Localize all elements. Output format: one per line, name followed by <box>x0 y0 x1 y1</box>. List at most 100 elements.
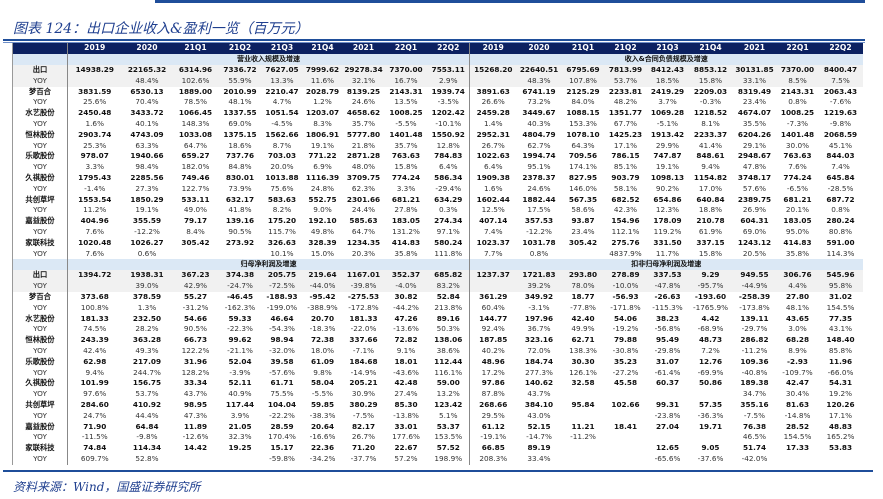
value-cell: 1116.39 <box>305 172 340 182</box>
value-cell: 97.86 <box>481 378 505 388</box>
value-cell: 57.35 <box>698 399 723 409</box>
value-cell: 355.16 <box>740 399 769 409</box>
value-cell: 2419.29 <box>650 86 685 96</box>
value-cell: 848.61 <box>696 151 725 161</box>
value-cell: 138.3% <box>569 345 597 355</box>
value-cell: 274.34 <box>427 216 470 227</box>
value-cell: -7.5% <box>352 410 375 420</box>
value-cell: 20.70 <box>310 313 335 323</box>
value-cell: 48.4% <box>121 75 173 87</box>
table-row: YOY -1.4% 27.3% 122.7% 73.9% 75.6% 24.8% 62.3% 3… <box>12 183 863 195</box>
value-cell: 378.59 <box>132 291 162 301</box>
value-cell: -19.2% <box>612 324 639 334</box>
table-row: 共创草坪 1553.54 1850.29 533.11 632.17 583.63 552.… <box>12 194 863 206</box>
value-cell: 1203.07 <box>305 108 340 118</box>
value-cell: 78.5% <box>183 97 208 107</box>
value-cell: 80.8% <box>828 226 853 236</box>
value-cell: 784.83 <box>427 151 470 163</box>
value-cell: -7.1% <box>352 345 375 355</box>
value-cell: 28.2% <box>135 324 159 334</box>
value-cell: 92.4% <box>481 324 505 334</box>
value-cell: 903.79 <box>611 172 640 182</box>
row-label: 水艺股份 <box>12 108 68 119</box>
value-cell: 6.4% <box>483 162 503 172</box>
value-cell: 1.6% <box>85 118 105 128</box>
value-cell: 703.03 <box>267 151 297 161</box>
value-cell: 192.10 <box>308 216 337 226</box>
value-cell: 66.73 <box>183 335 208 345</box>
value-cell: 47.8% <box>742 162 767 172</box>
value-cell: 747.87 <box>653 151 682 161</box>
value-cell: -5.1% <box>656 118 679 128</box>
value-cell: 357.53 <box>524 216 554 226</box>
value-cell: 42.40 <box>571 313 595 323</box>
value-cell: 177.6% <box>392 432 420 442</box>
row-label: YOY <box>12 453 68 465</box>
title-rule-thin <box>3 42 865 43</box>
value-cell: 208.3% <box>479 453 508 463</box>
row-label: YOY <box>12 389 68 400</box>
value-cell <box>67 281 122 292</box>
value-cell: 293.80 <box>561 270 605 282</box>
value-cell: 98.4% <box>135 162 159 172</box>
value-cell: 101.99 <box>80 378 109 388</box>
value-cell: -12.6% <box>182 432 209 442</box>
value-cell: 27.4% <box>394 389 418 399</box>
value-cell: -72.5% <box>261 281 303 292</box>
value-cell: -44.9% <box>732 281 777 292</box>
value-cell: 48.83 <box>828 421 853 431</box>
value-cell: 46.5% <box>742 432 767 442</box>
value-cell: 5.1% <box>427 410 470 422</box>
value-cell: -171.8% <box>610 302 641 312</box>
value-cell: 22165.32 <box>121 65 173 76</box>
value-cell: 52.11 <box>228 378 252 388</box>
value-cell: 27.04 <box>655 421 680 431</box>
value-cell: 681.21 <box>391 194 421 204</box>
value-cell: 14938.29 <box>67 65 122 76</box>
value-cell: -36.3% <box>697 410 724 420</box>
value-cell: 23.4% <box>571 226 595 236</box>
column-header-2021: 2021 <box>732 43 777 54</box>
value-cell: 62.3% <box>351 183 376 193</box>
table-row: YOY 100.8% 1.3% -31.2% -162.3% -199.0% -388.9%… <box>12 302 863 314</box>
value-cell: 2948.67 <box>737 151 772 161</box>
table-row: YOY 97.6% 53.7% 43.7% 40.9% 75.5% -5.5% 30.9% 27… <box>12 389 863 400</box>
value-cell: 97.1% <box>427 226 470 238</box>
table-row: YOY 25.6% 70.4% 78.5% 48.1% 4.7% 1.2% 24.6% 13.5… <box>12 97 863 109</box>
table-row: 乐歌股份 62.98 217.09 31.96 52.04 39.58 61.09 184.6… <box>12 356 863 368</box>
value-cell: 1375.15 <box>223 129 257 139</box>
value-cell: 31.02 <box>828 291 853 301</box>
value-cell: 154.5% <box>783 432 812 442</box>
value-cell: 175.20 <box>267 216 297 226</box>
value-cell: 2143.31 <box>389 86 423 96</box>
column-header-21Q1: 21Q1 <box>172 43 219 54</box>
value-cell: 5777.80 <box>346 129 381 139</box>
value-cell: 45.58 <box>613 378 638 388</box>
value-cell: 6314.96 <box>172 65 219 76</box>
value-cell: 9.1% <box>396 345 416 355</box>
value-cell: 122.2% <box>181 345 210 355</box>
table-row: 嘉益股份 71.90 64.84 11.89 21.05 28.59 20.64 82.17 3… <box>12 421 863 433</box>
value-cell: 70.4% <box>135 97 159 107</box>
column-header-22Q1: 22Q1 <box>776 43 819 54</box>
value-cell: 48.3% <box>516 75 562 87</box>
value-cell: 165.2% <box>826 432 855 442</box>
value-cell: -13.8% <box>393 410 419 420</box>
value-cell: 31.96 <box>183 356 208 366</box>
row-label: 乐歌股份 <box>12 356 68 368</box>
value-cell: 1237.37 <box>469 270 517 282</box>
value-cell: 35.7% <box>394 140 418 150</box>
value-cell: 6795.69 <box>561 65 605 76</box>
value-cell: 35.8% <box>785 248 810 258</box>
value-cell: 43.7% <box>183 389 208 399</box>
value-cell: 30131.85 <box>732 65 777 76</box>
value-cell: 337.15 <box>696 237 725 247</box>
value-cell: 18.6% <box>228 140 252 150</box>
value-cell: 53.83 <box>828 443 853 453</box>
value-cell: -13.6% <box>393 324 419 334</box>
value-cell: 1806.91 <box>305 129 340 139</box>
value-cell: -27.2% <box>612 367 639 377</box>
value-cell: 82.17 <box>351 421 376 431</box>
column-header-22Q2: 22Q2 <box>427 43 470 54</box>
value-cell: 47.26 <box>394 313 418 323</box>
